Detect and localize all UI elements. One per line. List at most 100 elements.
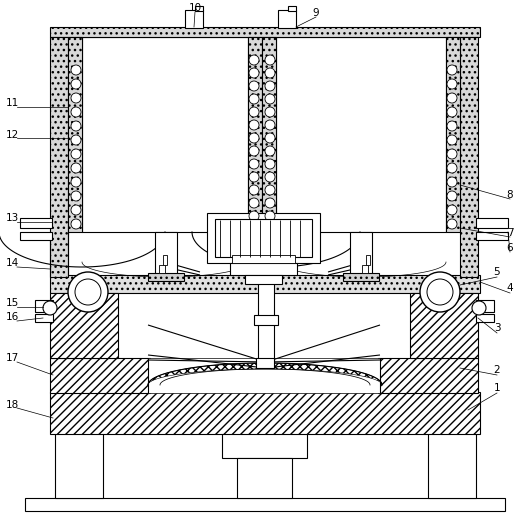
Circle shape: [71, 107, 81, 117]
Circle shape: [265, 146, 275, 156]
Bar: [68, 37, 82, 232]
Circle shape: [265, 185, 275, 195]
Circle shape: [75, 279, 101, 305]
Bar: [50, 27, 480, 37]
Text: 7: 7: [507, 228, 513, 238]
Bar: [50, 358, 150, 393]
Bar: [50, 392, 480, 434]
Bar: [476, 232, 508, 240]
Text: 13: 13: [5, 213, 19, 223]
Bar: [237, 458, 292, 498]
Bar: [195, 6, 203, 11]
Circle shape: [71, 79, 81, 89]
Circle shape: [447, 149, 457, 159]
Bar: [50, 37, 68, 277]
Bar: [155, 232, 177, 276]
Text: 9: 9: [313, 8, 319, 18]
Bar: [185, 10, 203, 28]
Bar: [428, 433, 476, 498]
Text: 4: 4: [507, 283, 513, 293]
Circle shape: [447, 65, 457, 75]
Text: 15: 15: [5, 298, 19, 308]
Circle shape: [265, 224, 275, 234]
Bar: [215, 219, 312, 257]
Circle shape: [71, 191, 81, 201]
Circle shape: [447, 79, 457, 89]
Circle shape: [447, 191, 457, 201]
Text: 12: 12: [5, 130, 19, 140]
Text: 18: 18: [5, 400, 19, 410]
Circle shape: [71, 149, 81, 159]
Circle shape: [249, 94, 259, 104]
Circle shape: [265, 159, 275, 169]
Bar: [254, 315, 278, 325]
Circle shape: [249, 68, 259, 78]
Bar: [82, 37, 248, 232]
Text: 6: 6: [507, 243, 513, 253]
Circle shape: [427, 279, 453, 305]
Bar: [20, 218, 52, 228]
Circle shape: [447, 219, 457, 229]
Bar: [446, 37, 460, 232]
Circle shape: [249, 120, 259, 130]
Bar: [410, 293, 478, 358]
Bar: [378, 358, 478, 393]
Circle shape: [249, 55, 259, 65]
Bar: [148, 358, 380, 393]
Circle shape: [447, 121, 457, 131]
Bar: [278, 10, 296, 28]
Circle shape: [447, 135, 457, 145]
Bar: [476, 218, 508, 228]
Circle shape: [265, 94, 275, 104]
Bar: [276, 37, 446, 232]
Circle shape: [71, 93, 81, 103]
Circle shape: [68, 272, 108, 312]
Circle shape: [71, 65, 81, 75]
Bar: [476, 314, 494, 322]
Circle shape: [447, 163, 457, 173]
Circle shape: [249, 81, 259, 91]
Circle shape: [43, 301, 57, 315]
Polygon shape: [148, 363, 382, 385]
Bar: [366, 255, 370, 265]
Bar: [230, 263, 297, 275]
Bar: [245, 275, 282, 284]
Bar: [256, 358, 274, 368]
Text: 17: 17: [5, 353, 19, 363]
Text: 8: 8: [507, 190, 513, 200]
Circle shape: [265, 172, 275, 182]
Text: 14: 14: [5, 258, 19, 268]
Bar: [159, 265, 165, 273]
Circle shape: [265, 198, 275, 208]
Bar: [50, 293, 118, 358]
Circle shape: [249, 224, 259, 234]
Bar: [362, 265, 368, 273]
Circle shape: [265, 81, 275, 91]
Circle shape: [249, 133, 259, 143]
Circle shape: [265, 68, 275, 78]
Circle shape: [265, 55, 275, 65]
Circle shape: [71, 219, 81, 229]
Text: 11: 11: [5, 98, 19, 108]
Text: 16: 16: [5, 312, 19, 322]
Circle shape: [265, 211, 275, 221]
Circle shape: [265, 120, 275, 130]
Text: 5: 5: [494, 267, 500, 277]
Circle shape: [71, 121, 81, 131]
Circle shape: [249, 146, 259, 156]
Bar: [232, 255, 295, 263]
Bar: [207, 213, 320, 263]
Text: 10: 10: [189, 3, 202, 13]
Bar: [460, 37, 478, 277]
Bar: [288, 6, 296, 11]
Bar: [148, 273, 184, 281]
Circle shape: [472, 301, 486, 315]
Bar: [163, 255, 167, 265]
Circle shape: [249, 159, 259, 169]
Bar: [25, 498, 505, 511]
Bar: [55, 433, 103, 498]
Bar: [222, 433, 307, 458]
Circle shape: [420, 272, 460, 312]
Bar: [50, 275, 480, 293]
Circle shape: [249, 211, 259, 221]
